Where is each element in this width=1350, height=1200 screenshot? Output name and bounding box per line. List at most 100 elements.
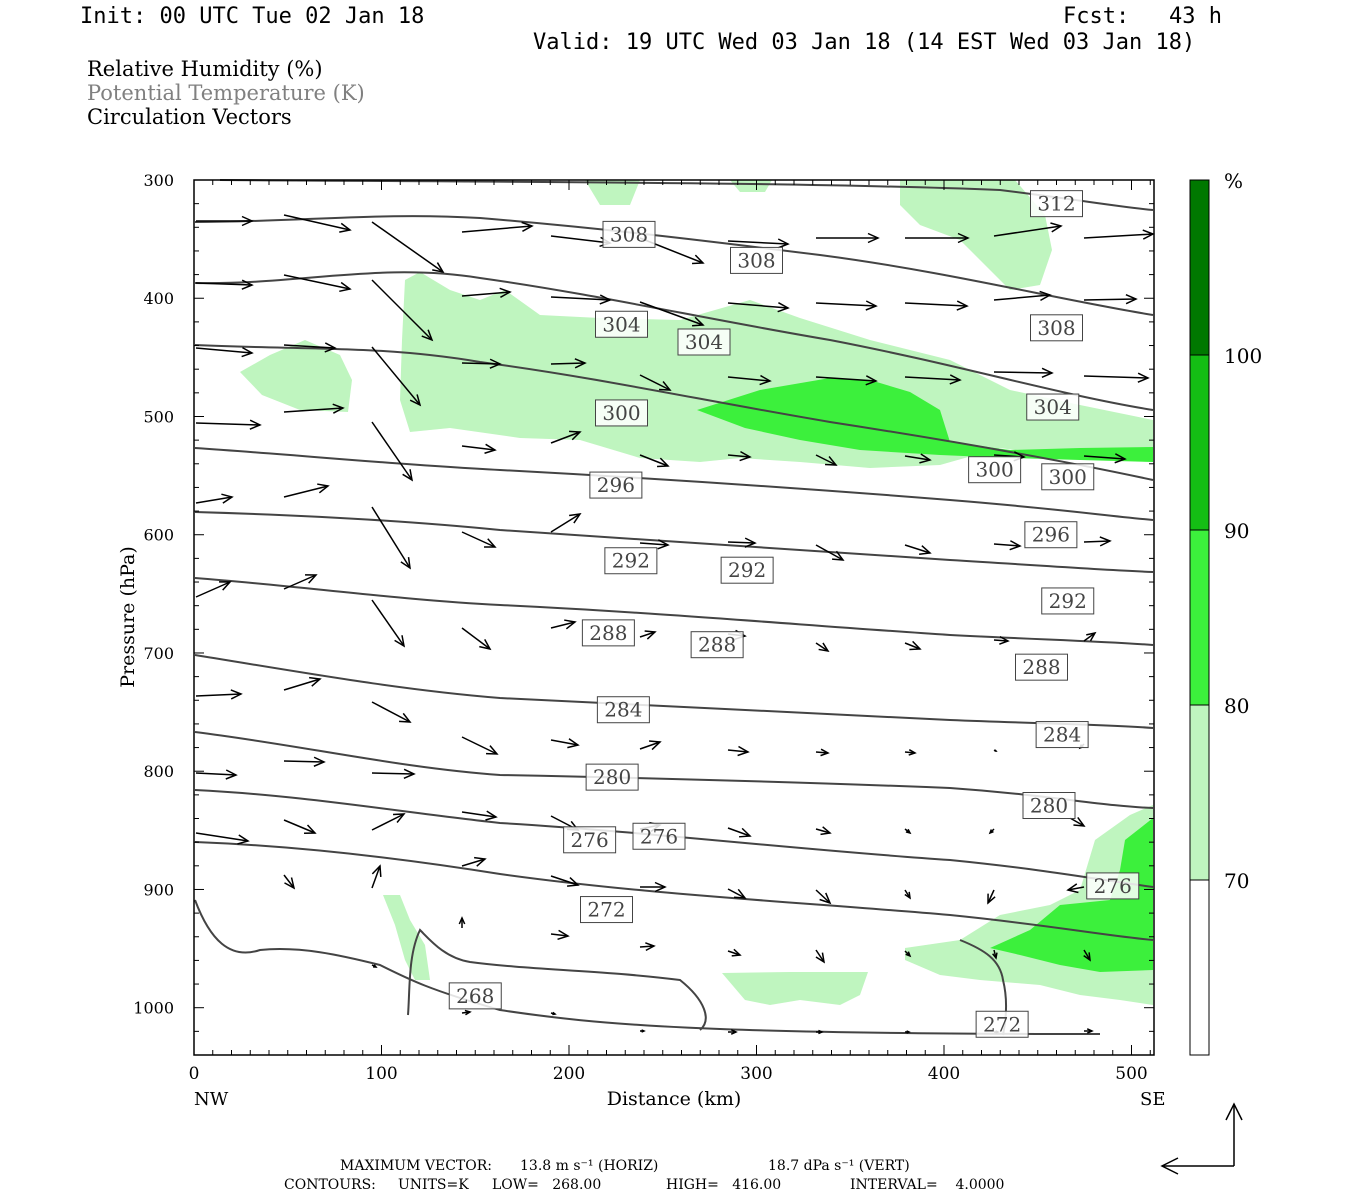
vector-arrowhead	[324, 342, 337, 353]
vector-arrow	[461, 811, 497, 818]
vector-arrow	[1083, 233, 1154, 239]
vector-arrowhead	[957, 232, 970, 244]
vector-arrowhead	[1114, 453, 1127, 464]
vector-arrowhead	[484, 538, 497, 548]
vector-arrowhead	[825, 456, 838, 466]
vector-arrow	[283, 274, 351, 290]
init-time: Init: 00 UTC Tue 02 Jan 18	[80, 4, 425, 29]
rh-70-region-top-mid	[730, 180, 772, 192]
max-vector-horiz: 13.8 m s⁻¹ (HORIZ)	[520, 1158, 659, 1174]
contour-label-box	[720, 556, 774, 584]
vector-arrow	[283, 344, 336, 349]
vector-arrow	[195, 832, 249, 842]
rh-shading	[240, 180, 1153, 1005]
x-tick-label: 0	[189, 1064, 200, 1084]
contour-label-box	[581, 619, 635, 647]
vector-arrow	[461, 531, 496, 548]
contour-label-box	[602, 220, 656, 248]
y-tick-label: 1000	[133, 999, 174, 1018]
vector-arrowhead	[485, 810, 498, 821]
vector-arrow	[815, 889, 831, 904]
vector-arrow	[815, 751, 829, 754]
vector-arrowhead	[339, 281, 352, 293]
contour-label: 304	[1034, 395, 1072, 419]
field-rh-label: Relative Humidity (%)	[87, 57, 323, 81]
vector-arrow	[461, 291, 511, 297]
vector-arrowhead	[241, 215, 254, 227]
vector-arrowhead	[400, 557, 411, 570]
x-tick-label: 400	[928, 1064, 960, 1084]
vector-arrow	[815, 949, 825, 963]
vector-arrowhead	[484, 443, 497, 454]
vector-arrowhead	[305, 574, 318, 584]
contour-label: 280	[1030, 794, 1068, 818]
vector-arrowhead	[409, 394, 422, 407]
vector-arrowhead	[474, 856, 487, 867]
x-axis: 0 100 200 300 400 500	[189, 180, 1151, 1084]
vector-arrowhead	[815, 952, 826, 964]
y-tick-label: 600	[143, 526, 174, 545]
vector-arrow	[727, 749, 749, 753]
vector-arrowhead	[1086, 1028, 1094, 1034]
vector-arrow	[195, 581, 231, 598]
contour-label: 292	[1049, 589, 1087, 613]
contour-label: 272	[587, 898, 625, 922]
contour-label-box	[604, 547, 658, 575]
contour-label: 292	[728, 558, 766, 582]
vector-arrowhead	[905, 828, 912, 835]
vector-arrow	[371, 506, 411, 569]
vector-arrowhead	[777, 238, 790, 249]
vector-arrow	[550, 621, 576, 629]
vector-arrowhead	[237, 834, 250, 845]
vector-arrow	[1083, 540, 1111, 543]
rh-colorbar: 100 90 80 70	[1189, 179, 1262, 1056]
vector-arrow	[1069, 817, 1085, 827]
vector-arrowhead	[759, 374, 772, 386]
rh-70-region-main-band	[400, 272, 1153, 468]
vector-arrow	[815, 828, 831, 834]
vector-arrowhead	[332, 403, 345, 414]
vector-arrowhead	[564, 619, 577, 630]
vector-arrowhead	[1073, 816, 1086, 827]
vector-arrow	[195, 282, 253, 286]
vector-arrow	[283, 407, 344, 413]
colorbar-segment	[1189, 704, 1210, 881]
vector-arrow	[727, 827, 751, 837]
vector-arrowhead	[906, 1030, 911, 1034]
vector-arrowhead	[1050, 222, 1063, 233]
contours-units: UNITS=K	[398, 1177, 469, 1193]
x-tick-label: 100	[365, 1064, 397, 1084]
vector-arrowhead	[818, 1029, 824, 1035]
vector-arrowhead	[818, 642, 830, 653]
vector-arrowhead	[692, 316, 705, 327]
contour-label: 308	[610, 222, 648, 246]
vector-arrow	[815, 544, 844, 561]
y-axis-label: Pressure (hPa)	[117, 546, 139, 688]
vector-arrowhead	[489, 358, 502, 369]
vector-arrowhead	[649, 740, 662, 751]
vector-arrowhead	[249, 419, 262, 430]
vector-arrowhead	[865, 375, 878, 386]
x-axis-label: Distance (km)	[607, 1088, 742, 1110]
contour-label: 284	[1043, 723, 1081, 747]
vector-arrow	[550, 875, 579, 886]
vector-arrowhead	[421, 329, 434, 342]
vector-arrow	[283, 485, 329, 498]
vector-arrowhead	[574, 358, 587, 369]
vector-arrowhead	[499, 287, 512, 298]
vector-arrow	[550, 431, 581, 444]
vector-arrowhead	[599, 294, 612, 305]
vector-arrow	[639, 945, 655, 948]
y-tick-label: 500	[143, 407, 174, 426]
vector-arrow	[461, 225, 533, 233]
vector-arrowhead	[988, 829, 994, 835]
vector-arrowhead	[739, 450, 752, 462]
rh-70-region-top-left	[585, 180, 640, 205]
max-vector-label: MAXIMUM VECTOR:	[340, 1158, 492, 1174]
vector-arrowhead	[221, 493, 234, 504]
circulation-vectors	[195, 214, 1155, 1035]
contour-label-box	[1022, 792, 1076, 820]
vector-arrowhead	[692, 254, 705, 265]
vector-arrowhead	[309, 676, 322, 687]
vector-arrowhead	[230, 689, 243, 700]
